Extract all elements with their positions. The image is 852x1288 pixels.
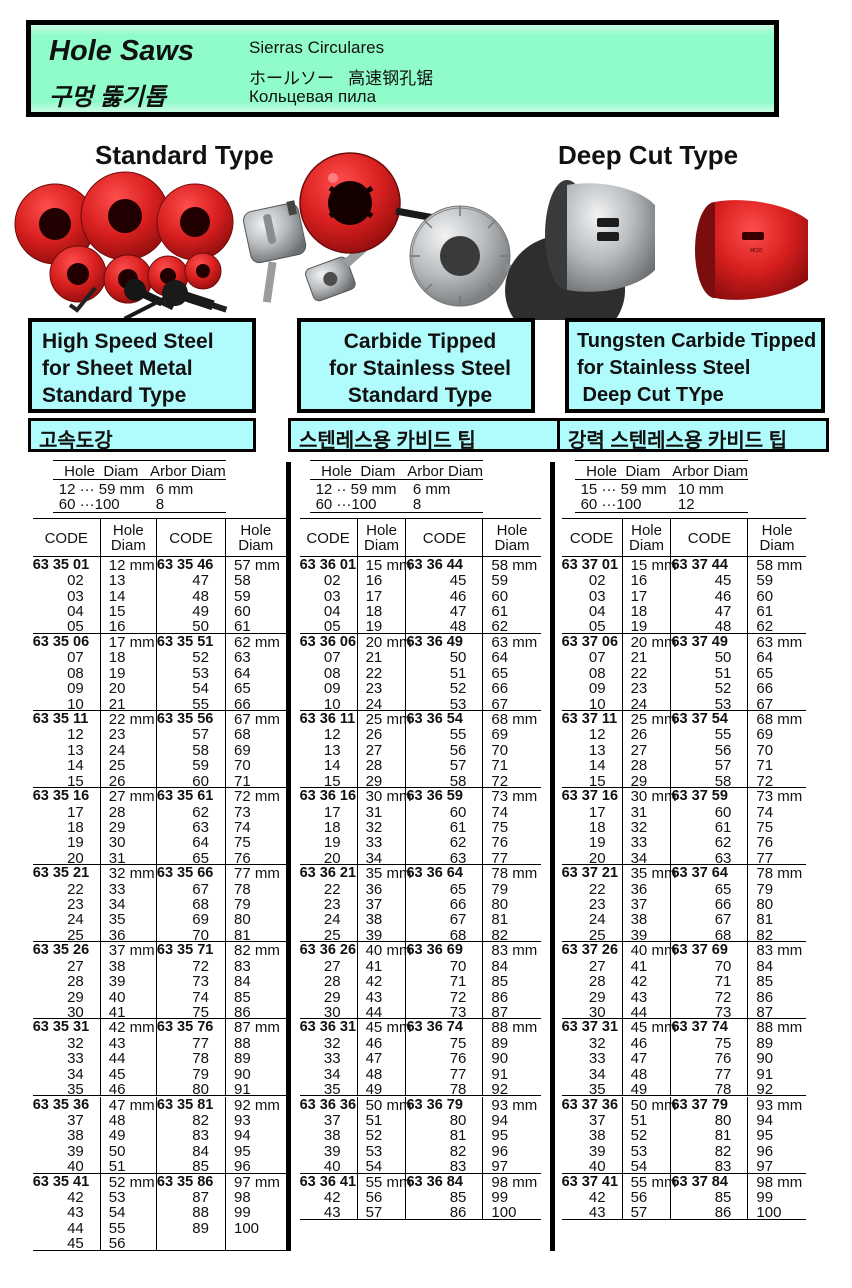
svg-text:MOZI: MOZI [750,248,763,254]
